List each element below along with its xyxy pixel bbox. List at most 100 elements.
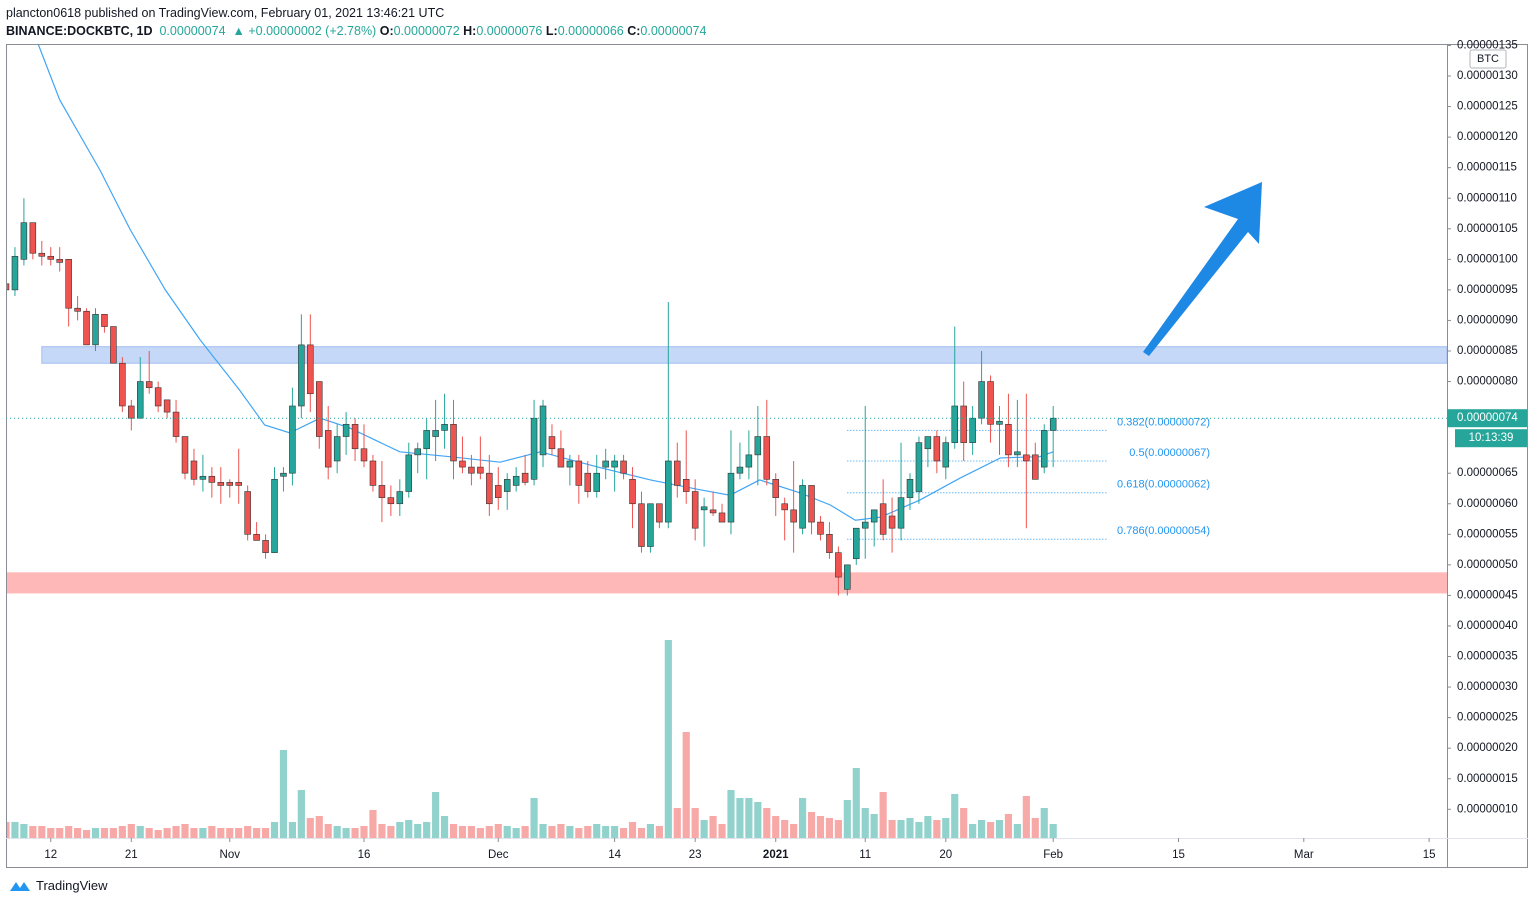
zone [6,572,1447,594]
fib-label: 0.618(0.00000062) [1117,479,1210,491]
volume-bar [56,828,64,838]
volume-bar [1004,814,1013,838]
candle-body [996,420,1003,425]
candle-body [691,491,699,529]
x-tick-label: 16 [358,849,371,861]
volume-bar [790,824,798,838]
fib-label: 0.382(0.00000072) [1117,416,1210,428]
candle-body [530,417,538,480]
volume-bar [718,824,726,838]
volume-bar [1049,824,1057,838]
candle-body [360,448,368,462]
candle-body [298,344,305,407]
volume-bar [333,826,341,838]
candle-body [262,540,269,553]
candle-body [83,310,90,346]
volume-bar [772,816,780,838]
volume-bar [1031,818,1039,838]
candle-body [145,381,153,388]
candle-body [47,255,55,260]
candle-body [512,475,520,486]
volume-bar [969,824,977,838]
candle-body [727,472,735,523]
volume-bar [888,820,896,838]
volume-bar [423,822,431,838]
change: +0.00000002 (+2.78%) [248,24,377,38]
volume-bar [745,798,753,838]
volume-bar [47,828,55,838]
volume-bar [414,824,422,838]
volume-bar [387,826,395,838]
candle-body [38,252,46,257]
volume-bar [109,828,117,838]
volume-bar [539,824,547,838]
volume-bar [736,798,744,838]
y-tick-label: 0.00000040 [1457,620,1518,632]
volume-bar [861,808,869,838]
candle-body [110,326,117,364]
candle-body [432,430,439,437]
up-icon: ▲ [232,24,245,38]
candle-body [942,442,950,468]
volume-bar [288,822,296,838]
candle-body [835,552,842,578]
volume-bar [763,808,771,838]
candle-body [674,460,681,486]
countdown-tag [1455,429,1527,448]
x-tick-label: Mar [1294,849,1314,861]
y-tick-label: 0.00000110 [1457,192,1517,204]
candle-body [656,503,663,523]
ohlc-value: 0.00000074 [640,24,707,38]
volume-bar [897,820,905,838]
countdown: 10:13:39 [1469,432,1514,444]
x-tick-label: Nov [220,849,241,861]
candle-body [1049,417,1057,431]
volume-bar [1013,824,1021,838]
candle-body [316,381,323,437]
volume-bar [798,798,807,838]
y-tick-label: 0.00000050 [1457,559,1518,571]
y-tick-label: 0.00000095 [1457,284,1518,296]
volume-bar [226,828,234,838]
volume-bar [396,822,404,838]
candle-body [208,475,216,483]
y-tick-label: 0.00000025 [1457,712,1518,724]
ohlc-key: L: [545,24,558,38]
candle-body [199,475,207,480]
volume-bar [816,816,825,838]
volume-bar [870,814,878,838]
candle-body [369,460,377,486]
x-tick-label: 12 [44,849,57,861]
y-tick-label: 0.00000125 [1457,101,1518,113]
volume-bar [476,828,484,838]
volume-bar [781,820,789,838]
volume-bar [270,822,279,838]
candle-body [566,460,574,468]
volume-bar [942,818,950,838]
candle-body [629,479,636,505]
candle-body [495,485,502,498]
candle-body [620,460,627,474]
candle-body [853,527,860,560]
volume-bar [440,816,449,838]
candle-body [217,482,225,486]
ohlc-value: 0.00000076 [476,24,543,38]
volume-bar [807,812,816,838]
candle-body [539,405,547,456]
candle-body [351,424,359,450]
candle-body [423,430,430,450]
candle-body [879,503,887,535]
volume-bar [521,826,529,838]
candle-body [826,534,833,553]
ohlc-value: 0.00000072 [393,24,460,38]
candle-body [960,405,967,443]
volume-bar [190,828,198,838]
candle-body [56,259,63,263]
candle-body [933,436,941,462]
candle-body [575,460,583,486]
candle-body [1023,454,1030,462]
ohlc-value: 0.00000066 [557,24,624,38]
candle-body [307,344,314,395]
y-tick-label: 0.00000090 [1457,314,1518,326]
